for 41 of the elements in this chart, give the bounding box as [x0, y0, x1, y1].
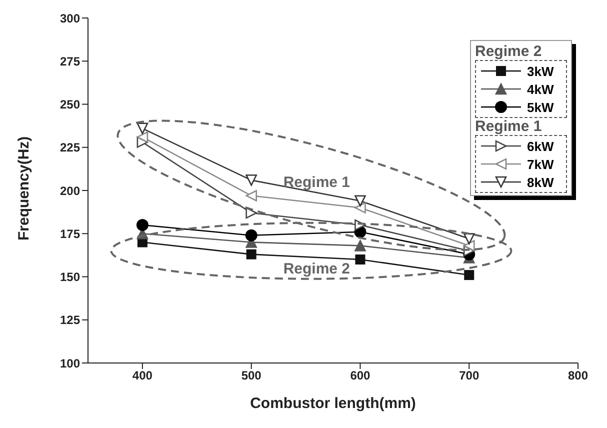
point — [354, 202, 366, 214]
y-tick-label: 275 — [60, 54, 80, 68]
y-axis-title: Frequency(Hz) — [15, 136, 32, 240]
x-tick-label: 400 — [132, 368, 153, 383]
annotation: Regime 1 — [283, 174, 350, 192]
y-tick-label: 100 — [60, 356, 80, 370]
legend-label: 4kW — [527, 82, 554, 96]
point — [463, 233, 475, 244]
legend-label: 6kW — [527, 138, 554, 154]
x-tick-label: 700 — [459, 368, 480, 383]
y-tick-label: 225 — [60, 140, 80, 155]
legend-label: 7kW — [527, 156, 554, 172]
y-tick-label: 200 — [60, 184, 80, 198]
legend-label: 8kW — [527, 174, 554, 190]
point — [246, 190, 257, 202]
annotation: Regime 2 — [283, 260, 350, 278]
legend-label: 5kW — [527, 100, 554, 114]
point — [246, 249, 256, 260]
y-tick-label: 150 — [60, 270, 80, 284]
point — [355, 254, 366, 264]
legend-label: 3kW — [527, 64, 554, 78]
x-tick-label: 600 — [350, 368, 371, 383]
y-tick-label: 300 — [60, 11, 80, 26]
point — [246, 207, 257, 219]
y-tick-label: 250 — [60, 98, 80, 112]
y-tick-label: 175 — [60, 226, 80, 241]
point — [136, 131, 148, 143]
point — [464, 270, 474, 280]
point — [354, 195, 366, 206]
x-tick-label: 800 — [568, 368, 588, 383]
text: Regime 2 — [475, 43, 542, 60]
point — [245, 229, 258, 242]
point — [136, 219, 148, 231]
point — [354, 240, 366, 252]
point — [246, 174, 257, 186]
x-axis-title: Combustor length(mm) — [250, 395, 416, 412]
point — [463, 240, 475, 252]
point — [136, 122, 148, 134]
y-tick-label: 125 — [60, 313, 80, 328]
x-tick-label: 500 — [241, 368, 262, 383]
text: Regime 1 — [475, 118, 542, 135]
